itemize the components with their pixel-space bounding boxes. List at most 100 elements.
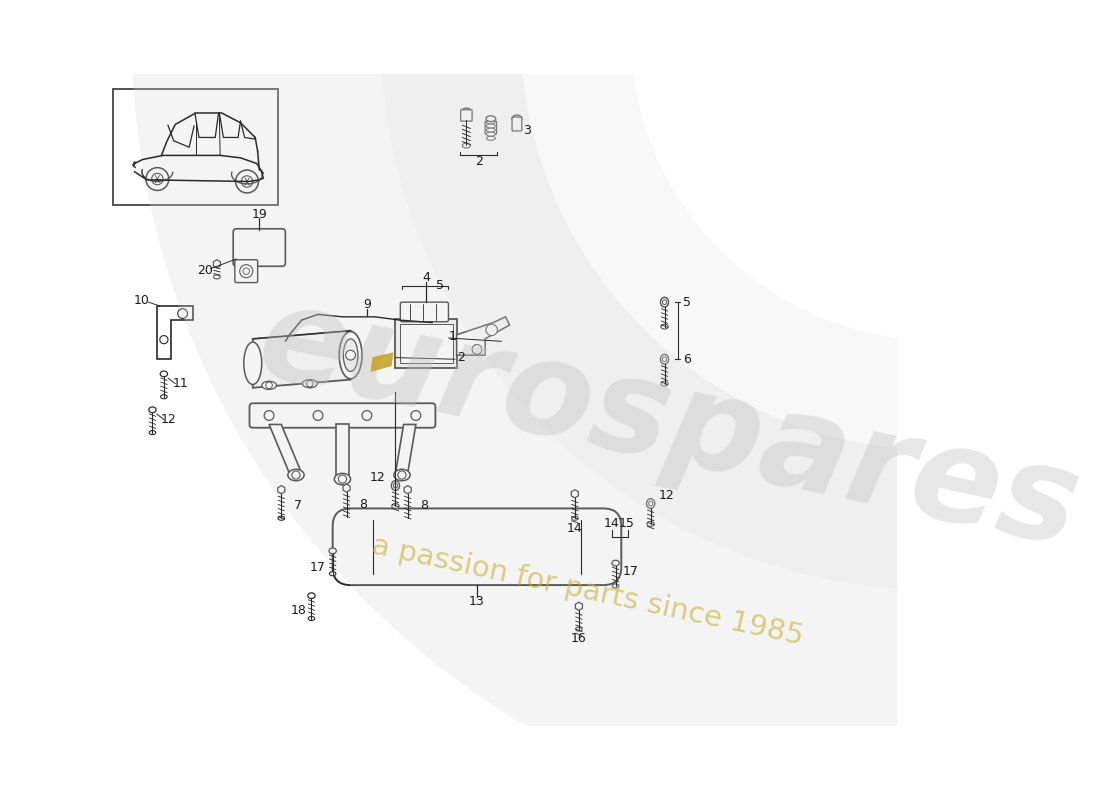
Text: 13: 13 bbox=[469, 595, 485, 608]
Text: 6: 6 bbox=[683, 353, 691, 366]
FancyBboxPatch shape bbox=[233, 229, 285, 266]
Circle shape bbox=[152, 174, 163, 185]
Text: 2: 2 bbox=[475, 155, 483, 169]
Ellipse shape bbox=[302, 380, 317, 388]
Text: a passion for parts since 1985: a passion for parts since 1985 bbox=[368, 532, 805, 651]
Text: 17: 17 bbox=[623, 565, 638, 578]
FancyBboxPatch shape bbox=[461, 110, 472, 121]
Text: 7: 7 bbox=[294, 499, 301, 513]
Ellipse shape bbox=[575, 627, 582, 631]
FancyBboxPatch shape bbox=[234, 260, 257, 282]
Ellipse shape bbox=[486, 132, 495, 136]
Circle shape bbox=[398, 471, 406, 479]
Ellipse shape bbox=[150, 430, 156, 434]
Ellipse shape bbox=[486, 124, 495, 128]
Ellipse shape bbox=[486, 128, 495, 132]
Circle shape bbox=[345, 350, 355, 360]
Circle shape bbox=[472, 345, 482, 354]
Circle shape bbox=[339, 475, 346, 483]
Ellipse shape bbox=[649, 501, 652, 506]
Ellipse shape bbox=[213, 275, 220, 279]
Text: 15: 15 bbox=[619, 518, 635, 530]
Ellipse shape bbox=[486, 136, 495, 140]
Text: 19: 19 bbox=[252, 207, 267, 221]
Ellipse shape bbox=[334, 474, 351, 485]
Circle shape bbox=[411, 410, 420, 420]
Circle shape bbox=[362, 410, 372, 420]
Ellipse shape bbox=[244, 342, 262, 385]
Polygon shape bbox=[575, 602, 582, 610]
Text: 5: 5 bbox=[683, 296, 691, 309]
Ellipse shape bbox=[662, 300, 667, 305]
Circle shape bbox=[266, 382, 273, 389]
Ellipse shape bbox=[613, 584, 619, 588]
Polygon shape bbox=[156, 306, 194, 359]
Ellipse shape bbox=[647, 498, 654, 509]
Text: 3: 3 bbox=[522, 125, 530, 138]
Ellipse shape bbox=[308, 617, 315, 621]
Circle shape bbox=[314, 410, 323, 420]
Ellipse shape bbox=[278, 516, 285, 520]
Circle shape bbox=[240, 265, 253, 278]
Ellipse shape bbox=[343, 514, 350, 518]
Ellipse shape bbox=[486, 116, 496, 122]
Ellipse shape bbox=[660, 354, 669, 364]
Ellipse shape bbox=[647, 522, 654, 526]
Ellipse shape bbox=[612, 560, 619, 566]
Text: 14: 14 bbox=[566, 522, 583, 534]
Ellipse shape bbox=[572, 516, 579, 520]
Text: 12: 12 bbox=[370, 471, 385, 484]
Ellipse shape bbox=[161, 371, 167, 377]
Circle shape bbox=[307, 381, 314, 387]
Circle shape bbox=[486, 324, 497, 335]
FancyBboxPatch shape bbox=[395, 319, 458, 368]
Text: 8: 8 bbox=[359, 498, 366, 511]
Polygon shape bbox=[336, 425, 349, 478]
Polygon shape bbox=[571, 490, 579, 498]
Ellipse shape bbox=[288, 470, 304, 481]
Ellipse shape bbox=[405, 516, 411, 520]
Ellipse shape bbox=[512, 115, 521, 122]
Polygon shape bbox=[213, 260, 220, 268]
Text: 12: 12 bbox=[161, 413, 177, 426]
Circle shape bbox=[235, 170, 258, 193]
Text: 4: 4 bbox=[422, 271, 430, 284]
Circle shape bbox=[146, 168, 168, 190]
Text: 14: 14 bbox=[604, 518, 619, 530]
Polygon shape bbox=[343, 484, 350, 492]
Ellipse shape bbox=[329, 548, 337, 554]
Text: 8: 8 bbox=[420, 499, 428, 513]
Ellipse shape bbox=[462, 143, 471, 148]
FancyBboxPatch shape bbox=[250, 403, 436, 428]
Polygon shape bbox=[278, 486, 285, 494]
Polygon shape bbox=[270, 425, 301, 474]
Text: 16: 16 bbox=[571, 632, 586, 646]
Ellipse shape bbox=[662, 357, 667, 362]
Polygon shape bbox=[395, 425, 416, 474]
Ellipse shape bbox=[148, 407, 156, 413]
Ellipse shape bbox=[161, 394, 167, 398]
Text: 20: 20 bbox=[198, 264, 213, 277]
Text: 10: 10 bbox=[134, 294, 150, 307]
Ellipse shape bbox=[394, 483, 397, 488]
Text: 11: 11 bbox=[173, 377, 188, 390]
FancyBboxPatch shape bbox=[512, 117, 521, 131]
FancyBboxPatch shape bbox=[485, 121, 496, 134]
Circle shape bbox=[178, 309, 187, 318]
Text: 17: 17 bbox=[310, 561, 326, 574]
Text: 5: 5 bbox=[437, 279, 444, 292]
FancyBboxPatch shape bbox=[113, 90, 278, 205]
Ellipse shape bbox=[394, 470, 410, 481]
FancyBboxPatch shape bbox=[399, 324, 452, 363]
Ellipse shape bbox=[661, 324, 668, 329]
Ellipse shape bbox=[308, 593, 315, 598]
Ellipse shape bbox=[262, 382, 276, 390]
Ellipse shape bbox=[660, 298, 669, 307]
Ellipse shape bbox=[392, 481, 399, 490]
FancyBboxPatch shape bbox=[400, 302, 449, 322]
Ellipse shape bbox=[661, 382, 668, 386]
Ellipse shape bbox=[486, 120, 495, 124]
Text: eurospares: eurospares bbox=[248, 275, 1090, 574]
Circle shape bbox=[241, 176, 253, 187]
Circle shape bbox=[160, 335, 168, 344]
